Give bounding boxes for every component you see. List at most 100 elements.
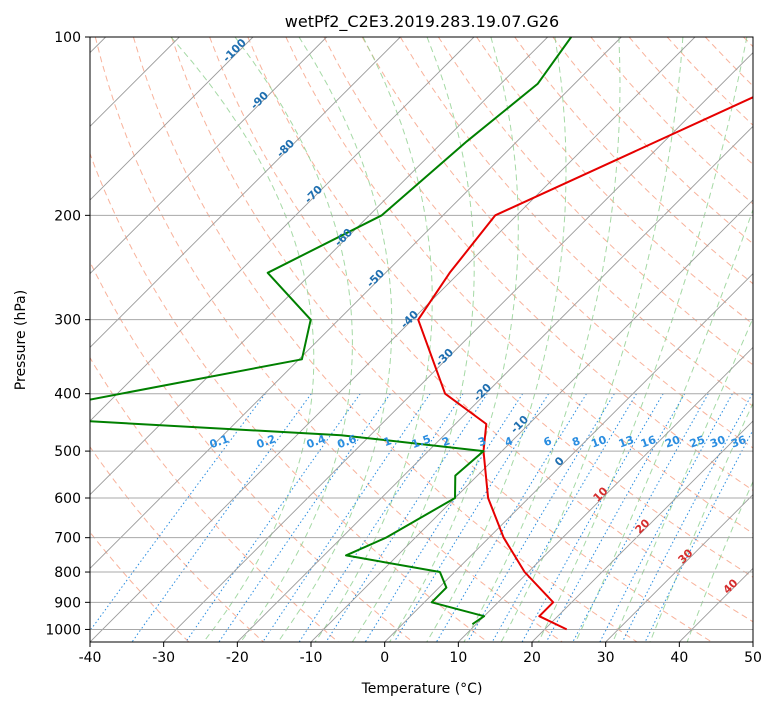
mixing-ratio-line	[644, 428, 753, 642]
mixing-ratio-label: 3	[476, 434, 488, 449]
mixing-ratio-label: 1.5	[410, 432, 433, 451]
mixing-ratio-line	[364, 393, 524, 642]
isotherm-line	[531, 420, 753, 642]
mixing-ratio-label: 36	[729, 433, 748, 451]
x-tick-label: 20	[523, 650, 541, 666]
isotherm-line	[90, 37, 696, 642]
mixing-ratio-line	[185, 393, 361, 642]
isotherm-line	[90, 37, 327, 275]
x-tick-label: -10	[300, 650, 323, 666]
dry-adiabat-line	[323, 37, 753, 491]
dry-adiabat-line	[285, 37, 753, 535]
x-axis-title: Temperature (°C)	[361, 681, 483, 697]
isotherm-line	[163, 52, 753, 642]
mixing-ratio-label: 2	[440, 434, 452, 449]
mixing-ratio-label: 0.2	[255, 432, 278, 451]
x-tick-label: -40	[79, 650, 102, 666]
mixing-ratio-label: 0.4	[305, 432, 328, 451]
y-tick-label: 700	[54, 531, 81, 547]
moist-adiabat-line	[234, 37, 353, 642]
y-tick-label: 600	[54, 491, 81, 507]
mixing-ratio-line	[621, 393, 753, 642]
mixing-ratio-label: 0.1	[208, 432, 231, 451]
dry-adiabat-line	[209, 37, 753, 623]
x-tick-label: 10	[449, 650, 467, 666]
isotherm-line	[90, 37, 401, 348]
mixing-ratio-line	[298, 393, 464, 642]
isotherm-line	[90, 37, 254, 201]
y-tick-label: 500	[54, 444, 81, 460]
dry-adiabat-line	[476, 37, 753, 325]
mixing-ratio-label: 25	[688, 433, 707, 450]
mixing-ratio-label: 1	[382, 434, 394, 449]
isotherm-line	[90, 37, 622, 569]
moist-adiabats	[170, 37, 753, 642]
mixing-ratio-line	[545, 393, 686, 642]
dewpoint-trace	[90, 37, 573, 626]
moist-adiabat-line	[463, 37, 621, 642]
dry-adiabat-line	[90, 446, 264, 642]
dry-adiabat-line	[514, 37, 753, 285]
moist-adiabat-line	[575, 208, 753, 642]
isotherm-line	[237, 125, 753, 642]
y-tick-label: 100	[54, 30, 81, 46]
isotherm-lines	[90, 37, 753, 642]
plot-area: 0.1 0.2 0.4 0.6 1 1.5 2 3 4 6 8 10 13 16 20 25 30 36-100-…	[90, 37, 753, 642]
x-tick-label: -30	[152, 650, 175, 666]
isotherm-line	[384, 273, 753, 642]
mixing-ratio-label: 10	[589, 433, 608, 451]
mixing-ratio-label: 20	[663, 433, 682, 451]
x-tick-label: 0	[380, 650, 389, 666]
isotherm-line	[90, 37, 548, 496]
temperature-trace	[417, 96, 753, 631]
isotherm-line	[458, 346, 753, 642]
moist-adiabat-line	[612, 317, 753, 642]
mixing-ratio-label: 6	[542, 434, 554, 449]
mixing-ratio-line	[467, 393, 615, 642]
sounding-traces	[90, 37, 753, 631]
mixing-ratio-line	[131, 393, 312, 642]
y-tick-label: 800	[54, 565, 81, 581]
x-tick-label: 40	[670, 650, 688, 666]
moist-adiabat-line	[277, 37, 393, 642]
overlay-labels: 0.1 0.2 0.4 0.6 1 1.5 2 3 4 6 8 10 13 16 20 25 30 36-100-…	[208, 37, 749, 597]
x-axis: -40 -30 -20 -10 0 10 20 30 40 50	[79, 642, 762, 666]
mixing-ratio-line	[393, 393, 550, 642]
dry-adiabat-line	[247, 37, 753, 578]
moist-adiabat-line	[314, 37, 433, 642]
y-tick-label: 200	[54, 208, 81, 224]
mixing-ratio-label: 13	[617, 433, 636, 450]
mixing-ratio-line	[90, 393, 266, 632]
isobar-lines	[90, 37, 753, 630]
chart-title: wetPf2_C2E3.2019.283.19.07.G26	[285, 12, 559, 32]
dry-adiabat-line	[437, 37, 753, 366]
moist-adiabat-line	[389, 37, 519, 642]
x-tick-label: -20	[226, 650, 249, 666]
y-tick-label: 1000	[45, 622, 81, 638]
mixing-ratio-line	[435, 393, 587, 642]
x-tick-label: 30	[597, 650, 615, 666]
y-tick-label: 900	[54, 595, 81, 611]
y-axis: 100 200 300 400 500 600 700 800 900 1000	[45, 30, 90, 638]
mixing-ratio-label: 16	[639, 433, 658, 451]
moist-adiabat-line	[649, 402, 753, 642]
dry-adiabat-line	[90, 356, 339, 642]
mixing-ratio-label: 8	[570, 434, 582, 449]
isotherm-line	[605, 494, 753, 642]
y-axis-title: Pressure (hPa)	[13, 290, 29, 390]
mixing-ratio-label: 0.6	[336, 432, 359, 451]
moist-adiabat-line	[426, 37, 567, 642]
mixing-ratio-line	[262, 393, 431, 642]
mixing-ratio-label: 4	[503, 434, 515, 449]
isotherm-line	[90, 37, 475, 422]
y-tick-label: 300	[54, 313, 81, 329]
moist-adiabat-line	[351, 37, 475, 642]
dry-adiabat-line	[171, 37, 712, 642]
moist-adiabat-line	[170, 37, 315, 642]
dry-adiabat-line	[132, 37, 638, 642]
dry-adiabat-line	[94, 37, 563, 642]
y-tick-label: 400	[54, 387, 81, 403]
mixing-ratio-label: 30	[708, 433, 727, 451]
x-tick-label: 50	[744, 650, 762, 666]
